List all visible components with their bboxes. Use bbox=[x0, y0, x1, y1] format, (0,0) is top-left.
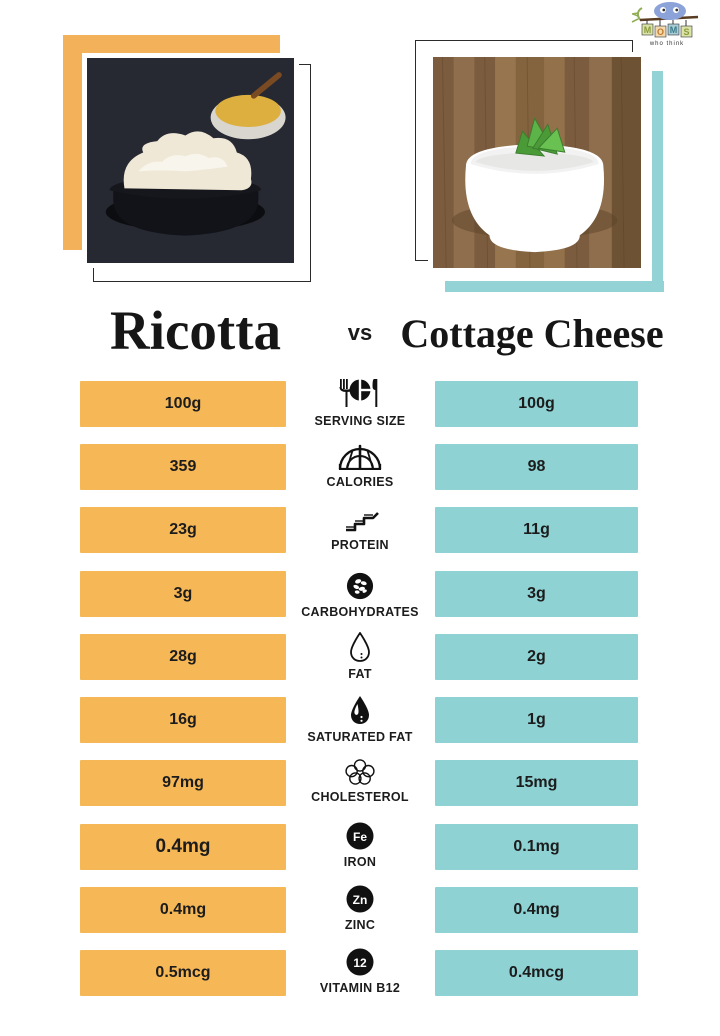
svg-text:Zn: Zn bbox=[353, 893, 368, 907]
svg-text:S: S bbox=[683, 27, 689, 37]
svg-text:12: 12 bbox=[353, 956, 367, 970]
svg-text:who think: who think bbox=[649, 41, 684, 47]
svg-text:M: M bbox=[644, 25, 652, 35]
svg-text:M: M bbox=[670, 25, 678, 35]
svg-text:O: O bbox=[657, 27, 664, 37]
svg-text:Fe: Fe bbox=[353, 830, 367, 844]
